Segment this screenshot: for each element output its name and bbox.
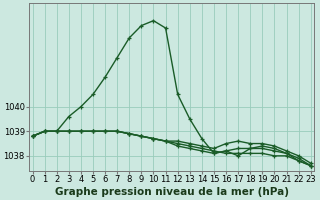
X-axis label: Graphe pression niveau de la mer (hPa): Graphe pression niveau de la mer (hPa) [55,187,289,197]
